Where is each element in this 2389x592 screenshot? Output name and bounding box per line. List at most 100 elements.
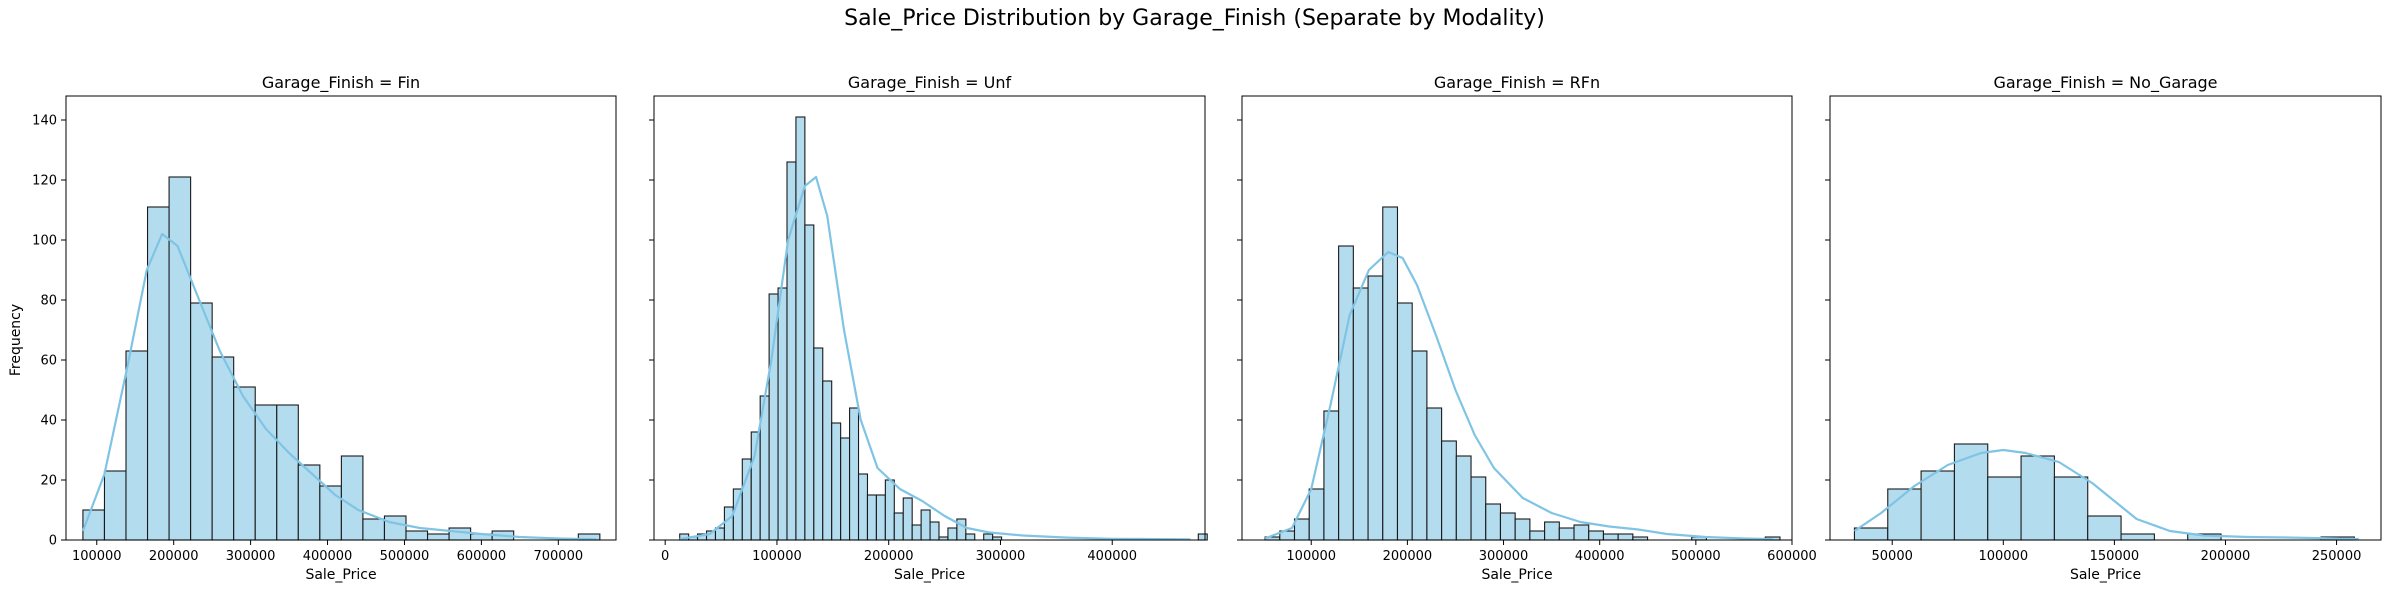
histogram-bar	[1588, 530, 1604, 541]
panel-title: Garage_Finish = No_Garage	[1993, 73, 2217, 93]
plot-frame	[653, 95, 1206, 541]
histogram-bar	[831, 422, 842, 541]
histogram-bar	[813, 347, 824, 541]
histogram-bar	[893, 512, 904, 541]
histogram-bar	[1887, 488, 1922, 541]
histogram-bar	[1514, 518, 1531, 541]
plot-frame	[65, 95, 617, 541]
histogram-bar	[448, 527, 472, 541]
histogram-bar	[1470, 476, 1487, 541]
x-tick-label: 600000	[1767, 549, 1817, 564]
y-tick-label: 80	[40, 294, 57, 309]
histogram-bar	[426, 533, 450, 541]
x-tick-label: 300000	[976, 549, 1026, 564]
chart-panel-2: 0 100000 200000 300000 400000 Garage_Finish =…	[649, 73, 1208, 583]
histogram-bar	[920, 509, 931, 541]
histogram-bar	[146, 206, 170, 541]
histogram-bar	[983, 533, 994, 541]
kde-curve	[679, 175, 1191, 541]
y-tick-label: 60	[40, 354, 57, 369]
histogram-bar	[1987, 476, 2022, 541]
x-tick-label: 600000	[457, 549, 507, 564]
histogram-bar	[1602, 533, 1619, 541]
histogram-bar	[383, 515, 407, 541]
histogram-bar	[1441, 440, 1457, 541]
y-tick-label: 120	[32, 174, 57, 189]
histogram-bar	[1197, 533, 1208, 541]
histogram-bar	[103, 470, 127, 541]
histogram-bar	[732, 488, 743, 541]
histogram-bar	[723, 506, 734, 541]
histogram-bar	[840, 437, 851, 541]
histogram-bar	[168, 176, 192, 541]
histogram-bar	[1382, 206, 1399, 541]
x-tick-label: 200000	[864, 549, 914, 564]
x-axis-label: Sale_Price	[2070, 567, 2141, 583]
x-axis-label: Sale_Price	[305, 567, 376, 583]
x-tick-label: 100000	[72, 549, 122, 564]
figure-title: Sale_Price Distribution by Garage_Finish…	[844, 6, 1545, 31]
histogram-bar	[405, 530, 429, 541]
histogram-bar	[822, 380, 833, 541]
x-tick-label: 400000	[303, 549, 353, 564]
histogram-bar	[211, 356, 235, 541]
histogram-bar	[849, 407, 860, 541]
histogram-bar	[929, 521, 940, 541]
histogram-bar	[1352, 287, 1369, 541]
histogram-bar	[902, 497, 913, 541]
histogram-bar	[1853, 527, 1889, 541]
histogram-bar	[1558, 527, 1575, 541]
histogram-bar	[1396, 302, 1413, 541]
histogram-bar	[1426, 407, 1443, 541]
histogram-bar	[1953, 443, 1989, 541]
histogram-bar	[297, 464, 321, 541]
x-tick-label: 200000	[2201, 549, 2251, 564]
panel-title: Garage_Finish = RFn	[1434, 73, 1600, 93]
histogram-bar	[884, 479, 895, 541]
x-tick-label: 100000	[1286, 549, 1336, 564]
x-tick-label: 100000	[1978, 549, 2028, 564]
histogram-bar	[1293, 518, 1310, 541]
x-tick-label: 300000	[226, 549, 276, 564]
plot-frame	[1241, 95, 1793, 541]
x-tick-label: 200000	[1383, 549, 1433, 564]
histogram-bar	[1308, 488, 1325, 541]
histogram-bar	[1617, 533, 1634, 541]
histogram-bar	[276, 404, 299, 541]
histogram-bar	[777, 287, 788, 541]
histogram-bar	[2053, 476, 2089, 541]
x-tick-label: 150000	[2090, 549, 2140, 564]
histogram-bar	[190, 302, 213, 541]
y-tick-label: 140	[32, 114, 57, 129]
chart-panel-1: 100000 200000 300000 400000 500000 600000 7000…	[32, 73, 617, 583]
kde-curve	[1264, 250, 1773, 541]
histogram-bar	[1455, 455, 1472, 541]
histogram-bar	[1323, 410, 1340, 541]
chart-panel-3: 100000 200000 300000 400000 500000 600000 Gara…	[1237, 73, 1817, 583]
chart-panel-4: 50000 100000 150000 200000 250000 Garage_Fini…	[1825, 73, 2382, 583]
histogram-bar	[1338, 245, 1354, 541]
x-tick-label: 500000	[380, 549, 430, 564]
histogram-bar	[319, 485, 342, 541]
histogram-bar	[2120, 533, 2155, 541]
x-tick-label: 500000	[1671, 549, 1721, 564]
x-tick-label: 0	[661, 549, 669, 564]
histogram-bar	[1529, 530, 1546, 541]
panel-title: Garage_Finish = Unf	[848, 73, 1012, 93]
histogram-bar	[1544, 521, 1560, 541]
kde-curve	[1853, 448, 2359, 541]
x-tick-label: 700000	[533, 549, 583, 564]
histogram-bar	[1411, 350, 1428, 541]
histogram-bar	[875, 494, 886, 541]
histogram-bar	[1485, 503, 1502, 541]
histogram-bar	[1367, 275, 1384, 541]
y-tick-label: 20	[40, 474, 57, 489]
x-tick-label: 250000	[2312, 549, 2362, 564]
histogram-bar	[857, 473, 869, 541]
x-tick-label: 200000	[149, 549, 199, 564]
histogram-bar	[947, 527, 958, 541]
histogram-bar	[1573, 524, 1590, 541]
histogram-bar	[911, 524, 922, 541]
